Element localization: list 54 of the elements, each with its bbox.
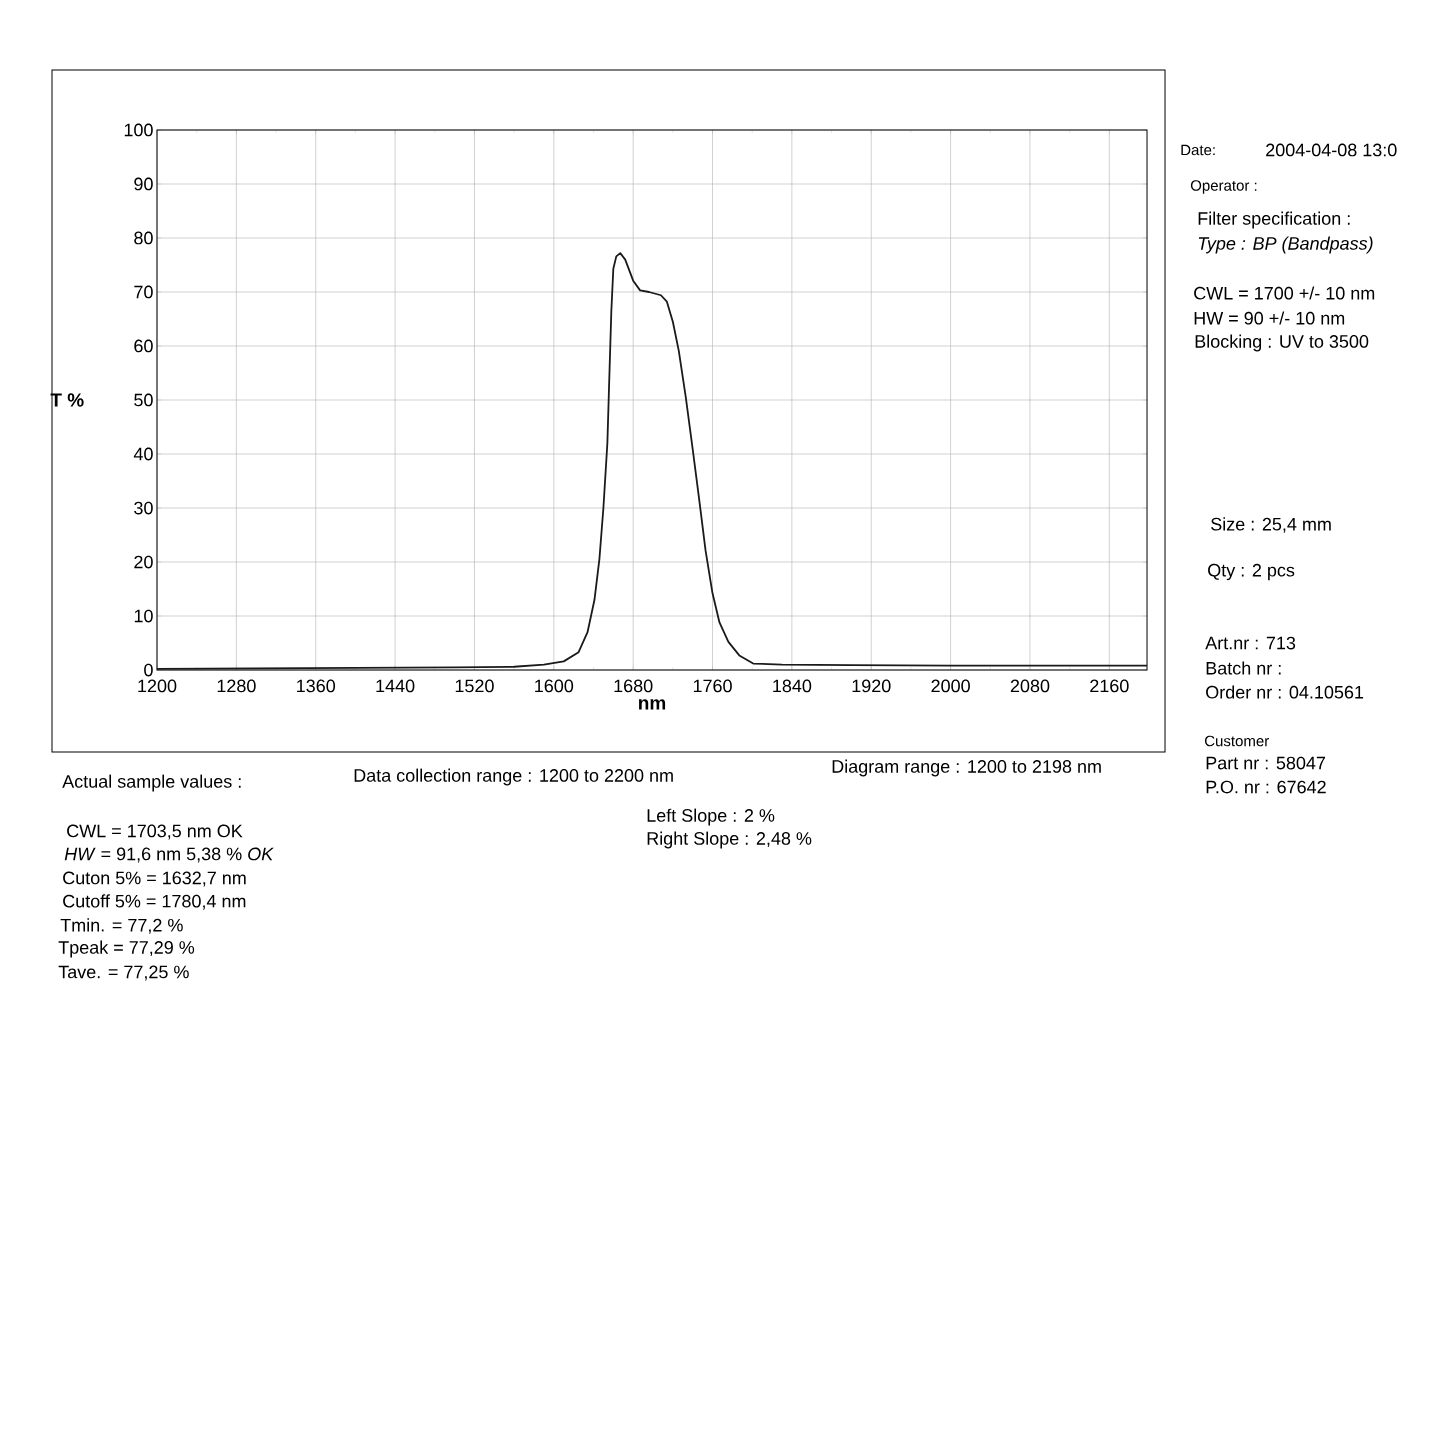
text: Data collection range : 1200 to 2200 nm — [354, 768, 673, 786]
text: Batch nr : — [1206, 661, 1281, 675]
text: Qty : 2 pcs — [1208, 563, 1295, 581]
text: Left Slope : 2 % — [647, 808, 775, 826]
text: Tmin. = 77,2 % — [60, 918, 183, 934]
y-tick-label: 30 — [134, 501, 153, 515]
x-tick-label: 1440 — [376, 679, 415, 693]
text: Customer — [1204, 735, 1269, 747]
text: CWL = 1703,5 nm OK — [67, 824, 243, 840]
x-tick-label: 1840 — [773, 679, 812, 693]
y-axis-title: T % — [50, 393, 84, 407]
text: Blocking : UV to 3500 — [1195, 334, 1369, 352]
y-tick-label: 80 — [134, 231, 153, 245]
y-tick-label: 0 — [144, 663, 153, 677]
x-axis-title: nm — [639, 699, 666, 710]
y-tick-label: 50 — [134, 393, 153, 407]
text: Tpeak = 77,29 % — [58, 940, 195, 958]
x-tick-label: 1760 — [693, 679, 732, 693]
x-tick-label: 1360 — [297, 679, 336, 693]
x-tick-label: 1520 — [455, 679, 494, 693]
y-tick-label: 100 — [124, 123, 153, 137]
text: Art.nr : 713 — [1205, 636, 1296, 650]
y-tick-label: 90 — [134, 177, 153, 191]
y-tick-label: 10 — [134, 609, 153, 623]
text: HW = 91,6 nm 5,38 % OK — [64, 847, 274, 863]
y-tick-label: 70 — [134, 285, 153, 299]
text: Operator : — [1190, 180, 1257, 194]
text: HW = 90 +/- 10 nm — [1194, 311, 1345, 325]
x-tick-label: 1600 — [535, 679, 574, 693]
text: 2004-04-08 13:0 — [1266, 143, 1397, 157]
x-tick-label: 1200 — [138, 679, 177, 693]
x-tick-label: 2000 — [931, 679, 970, 693]
text: Type : BP (Bandpass) — [1198, 236, 1373, 254]
text: Part nr : 58047 — [1206, 756, 1326, 770]
y-tick-label: 40 — [133, 447, 153, 461]
text: Cutoff 5% = 1780,4 nm — [63, 894, 246, 910]
text: Actual sample values : — [62, 774, 241, 792]
text: Tave. = 77,25 % — [58, 965, 189, 981]
text: Order nr : 04.10561 — [1206, 685, 1364, 699]
text: CWL = 1700 +/- 10 nm — [1194, 286, 1375, 300]
x-tick-label: 2160 — [1090, 679, 1129, 693]
text: Date: — [1181, 144, 1215, 156]
x-tick-label: 1280 — [217, 679, 256, 693]
text: Cuton 5% = 1632,7 nm — [63, 871, 246, 887]
y-tick-label: 20 — [134, 555, 153, 569]
text: Diagram range : 1200 to 2198 nm — [832, 759, 1101, 777]
text: Size : 25,4 mm — [1211, 517, 1331, 533]
text: Right Slope : 2,48 % — [647, 831, 812, 849]
x-tick-label: 2080 — [1010, 679, 1050, 693]
x-tick-label: 1920 — [852, 679, 891, 693]
text: Filter specification : — [1198, 211, 1350, 229]
x-tick-label: 1680 — [614, 679, 653, 693]
y-tick-label: 60 — [134, 339, 153, 353]
text: P.O. nr : 67642 — [1206, 780, 1326, 794]
